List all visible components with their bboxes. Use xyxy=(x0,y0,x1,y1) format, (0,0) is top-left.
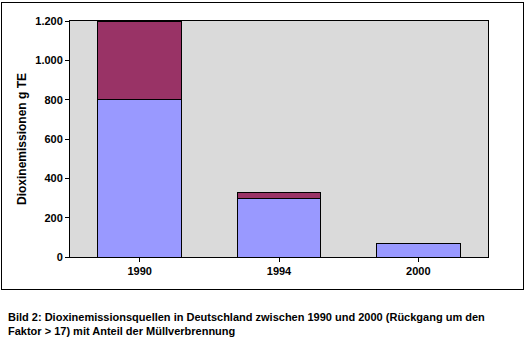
svg-text:0: 0 xyxy=(57,251,63,263)
svg-text:400: 400 xyxy=(44,172,62,184)
html-text:Bild 2: Dioxinemissionsquellen: Bild 2: Dioxinemissionsquellen in Deutsc… xyxy=(8,311,485,337)
svg-text:200: 200 xyxy=(44,212,62,224)
svg-text:2000: 2000 xyxy=(406,265,430,277)
svg-text:800: 800 xyxy=(44,94,62,106)
svg-text:1994: 1994 xyxy=(267,265,292,277)
svg-text:1990: 1990 xyxy=(127,265,151,277)
svg-text:Dioxinemissionen g TE: Dioxinemissionen g TE xyxy=(15,73,29,205)
svg-text:1.200: 1.200 xyxy=(35,15,63,27)
svg-text:600: 600 xyxy=(44,133,62,145)
svg-text:1.000: 1.000 xyxy=(35,54,63,66)
